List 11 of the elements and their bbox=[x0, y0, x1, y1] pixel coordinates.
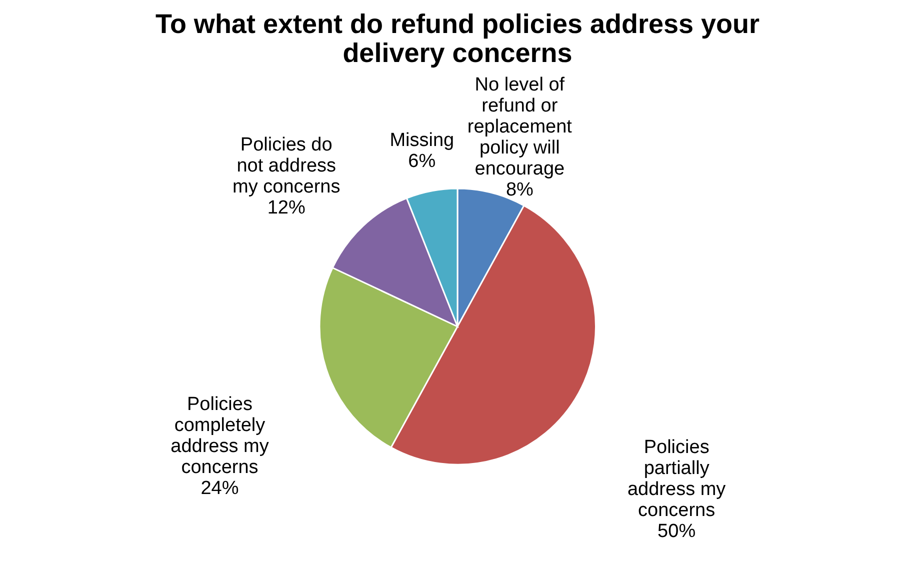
slice-label: Policies partially address my concerns bbox=[627, 436, 726, 521]
slice-label: Policies do not address my concerns bbox=[232, 134, 340, 198]
data-label: 6% bbox=[408, 150, 436, 172]
chart-title: To what extent do refund policies address your delivery concerns bbox=[155, 8, 760, 68]
slice-label: Missing bbox=[390, 130, 454, 151]
data-label: 12% bbox=[267, 197, 306, 218]
slice-label: No level of refund or replacement policy will encourage bbox=[467, 74, 573, 180]
slice-label: Policies completely address my concerns bbox=[170, 394, 270, 478]
data-label: 24% bbox=[200, 478, 239, 499]
data-label: 8% bbox=[506, 179, 534, 200]
data-label: 50% bbox=[658, 520, 696, 542]
